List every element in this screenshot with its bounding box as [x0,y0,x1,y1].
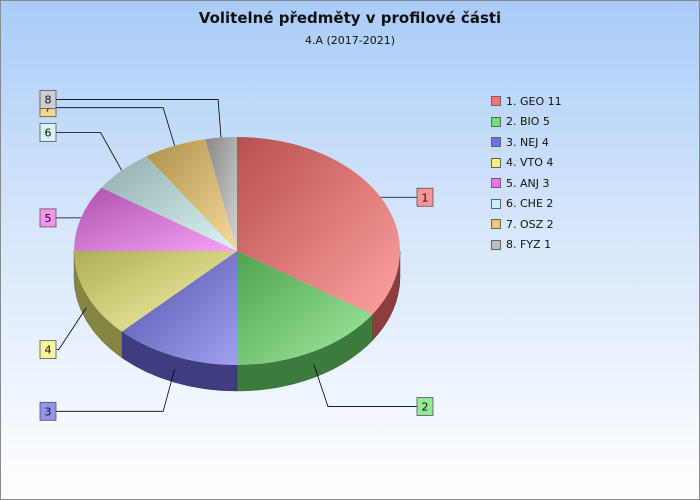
pie-slice-4 [74,251,237,332]
leader-line-8 [56,99,222,138]
legend-swatch [491,239,501,250]
slice-label-box-6 [39,122,57,142]
leader-line-2 [313,364,417,407]
leader-line-6 [56,131,123,171]
slice-label-box-8 [39,90,57,109]
legend-item: 8. FYZ 1 [491,235,562,256]
legend-label: 5. ANJ 3 [506,176,550,190]
pie-slice-2 [237,251,373,365]
legend-swatch [491,219,501,230]
slice-label-8: 8 [45,94,52,107]
legend-item: 6. CHE 2 [491,194,562,215]
pie-slice-7 [146,139,237,251]
slice-label-4: 4 [45,344,52,357]
slice-label-box-1 [416,187,434,207]
legend-item: 2. BIO 5 [491,112,562,133]
legend-label: 3. NEJ 4 [506,135,549,149]
slice-label-2: 2 [422,401,429,414]
legend-swatch [491,157,501,168]
leader-line-3 [56,369,176,412]
legend-swatch [491,198,501,209]
leader-line-7 [56,107,176,146]
pie-slice-3 [121,251,237,365]
legend: 1. GEO 11 2. BIO 5 3. NEJ 4 4. VTO 4 5. ANJ … [491,91,562,255]
slice-label-box-4 [39,340,57,360]
legend-item: 7. OSZ 2 [491,214,562,235]
legend-item: 4. VTO 4 [491,153,562,174]
legend-item: 1. GEO 11 [491,91,562,112]
legend-label: 7. OSZ 2 [506,217,554,231]
chart-title: Volitelné předměty v profilové části [198,9,502,27]
legend-label: 4. VTO 4 [506,156,554,170]
slice-label-5: 5 [45,212,52,225]
legend-swatch [491,116,501,127]
pie-slice-6 [101,156,237,251]
legend-label: 8. FYZ 1 [506,238,552,252]
slice-label-box-3 [39,401,57,421]
leader-line-4 [56,307,87,351]
legend-swatch [491,178,501,189]
legend-label: 6. CHE 2 [506,197,554,211]
pie-slice-5 [74,187,237,251]
legend-swatch [491,137,501,148]
slice-label-box-5 [39,208,57,228]
chart-subtitle: 4.A (2017-2021) [304,34,396,47]
legend-swatch [491,96,501,107]
legend-label: 1. GEO 11 [506,94,562,108]
slice-label-6: 6 [45,126,52,139]
pie-slice-8 [205,137,237,251]
legend-item: 5. ANJ 3 [491,173,562,194]
pie-slice-1 [237,137,401,315]
slice-label-box-2 [416,397,434,416]
slice-label-3: 3 [45,405,52,418]
legend-label: 2. BIO 5 [506,115,550,129]
legend-item: 3. NEJ 4 [491,132,562,153]
slice-label-1: 1 [422,191,429,204]
